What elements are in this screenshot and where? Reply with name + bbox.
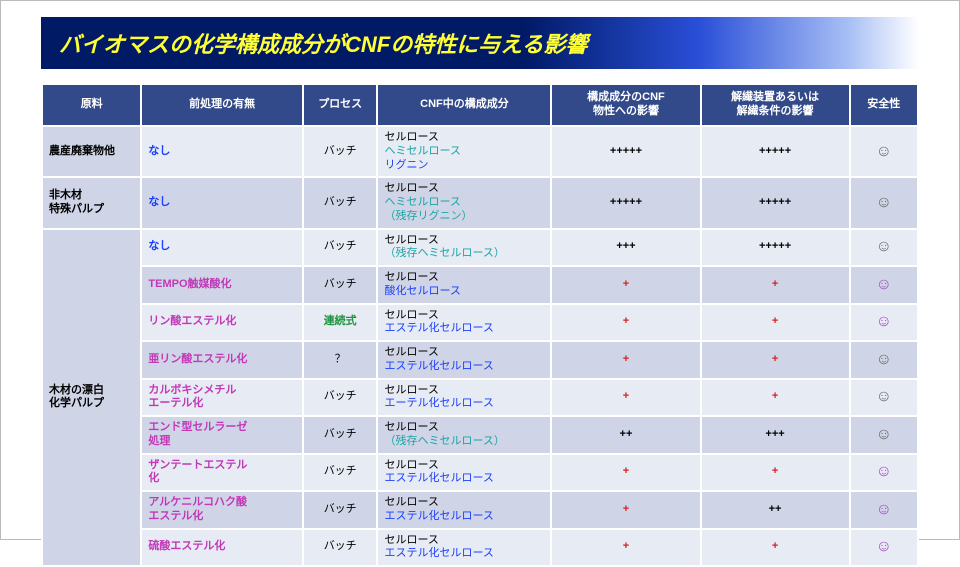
effect-equipment-cell: + bbox=[701, 304, 850, 342]
table-row: カルボキシメチルエーテル化バッチセルロースエーテル化セルロース++☺ bbox=[42, 379, 918, 417]
table-row: エンド型セルラーゼ処理バッチセルロース（残存ヘミセルロース）+++++☺ bbox=[42, 416, 918, 454]
process-cell: バッチ bbox=[303, 126, 378, 177]
composition-cell: セルロース酸化セルロース bbox=[377, 266, 551, 304]
effect-property-cell: +++ bbox=[551, 229, 700, 267]
composition-cell: セルロースエステル化セルロース bbox=[377, 529, 551, 567]
process-cell: バッチ bbox=[303, 229, 378, 267]
pretreatment-cell: アルケニルコハク酸エステル化 bbox=[141, 491, 303, 529]
effect-property-cell: + bbox=[551, 529, 700, 567]
safety-cell: ☺ bbox=[850, 177, 918, 228]
effect-property-cell: ++ bbox=[551, 416, 700, 454]
process-cell: バッチ bbox=[303, 454, 378, 492]
composition-cell: セルロースエステル化セルロース bbox=[377, 491, 551, 529]
table-row: 木材の漂白化学パルプなしバッチセルロース（残存ヘミセルロース）++++++++☺ bbox=[42, 229, 918, 267]
safety-cell: ☺ bbox=[850, 454, 918, 492]
column-header: CNF中の構成成分 bbox=[377, 84, 551, 126]
table-row: 硫酸エステル化バッチセルロースエステル化セルロース++☺ bbox=[42, 529, 918, 567]
effect-property-cell: + bbox=[551, 341, 700, 379]
composition-cell: セルロースエステル化セルロース bbox=[377, 304, 551, 342]
page-title: バイオマスの化学構成成分がCNFの特性に与える影響 bbox=[41, 17, 919, 69]
effect-equipment-cell: +++++ bbox=[701, 126, 850, 177]
pretreatment-cell: TEMPO触媒酸化 bbox=[141, 266, 303, 304]
composition-cell: セルロースエステル化セルロース bbox=[377, 341, 551, 379]
pretreatment-cell: 亜リン酸エステル化 bbox=[141, 341, 303, 379]
pretreatment-cell: なし bbox=[141, 177, 303, 228]
effect-equipment-cell: + bbox=[701, 454, 850, 492]
raw-material-cell: 農産廃棄物他 bbox=[42, 126, 141, 177]
composition-cell: セルロースヘミセルロースリグニン bbox=[377, 126, 551, 177]
process-cell: バッチ bbox=[303, 491, 378, 529]
safety-cell: ☺ bbox=[850, 304, 918, 342]
effect-property-cell: + bbox=[551, 454, 700, 492]
column-header: 解繊装置あるいは解繊条件の影響 bbox=[701, 84, 850, 126]
table-row: アルケニルコハク酸エステル化バッチセルロースエステル化セルロース+++☺ bbox=[42, 491, 918, 529]
column-header: プロセス bbox=[303, 84, 378, 126]
effect-equipment-cell: +++++ bbox=[701, 177, 850, 228]
pretreatment-cell: リン酸エステル化 bbox=[141, 304, 303, 342]
process-cell: バッチ bbox=[303, 177, 378, 228]
safety-cell: ☺ bbox=[850, 379, 918, 417]
effect-property-cell: +++++ bbox=[551, 177, 700, 228]
safety-cell: ☺ bbox=[850, 529, 918, 567]
raw-material-cell: 非木材特殊パルプ bbox=[42, 177, 141, 228]
process-cell: ？ bbox=[303, 341, 378, 379]
effect-equipment-cell: + bbox=[701, 266, 850, 304]
table-row: 亜リン酸エステル化？セルロースエステル化セルロース++☺ bbox=[42, 341, 918, 379]
cnf-table: 原料前処理の有無プロセスCNF中の構成成分構成成分のCNF物性への影響解繊装置あ… bbox=[41, 83, 919, 567]
column-header: 構成成分のCNF物性への影響 bbox=[551, 84, 700, 126]
table-row: 農産廃棄物他なしバッチセルロースヘミセルロースリグニン++++++++++☺ bbox=[42, 126, 918, 177]
effect-equipment-cell: +++++ bbox=[701, 229, 850, 267]
safety-cell: ☺ bbox=[850, 341, 918, 379]
effect-property-cell: + bbox=[551, 491, 700, 529]
composition-cell: セルロース（残存ヘミセルロース） bbox=[377, 416, 551, 454]
table-row: ザンテートエステル化バッチセルロースエステル化セルロース++☺ bbox=[42, 454, 918, 492]
pretreatment-cell: なし bbox=[141, 229, 303, 267]
table-row: 非木材特殊パルプなしバッチセルロースヘミセルロース（残存リグニン）+++++++… bbox=[42, 177, 918, 228]
table-row: TEMPO触媒酸化バッチセルロース酸化セルロース++☺ bbox=[42, 266, 918, 304]
pretreatment-cell: エンド型セルラーゼ処理 bbox=[141, 416, 303, 454]
process-cell: バッチ bbox=[303, 529, 378, 567]
composition-cell: セルロースエステル化セルロース bbox=[377, 454, 551, 492]
effect-equipment-cell: + bbox=[701, 341, 850, 379]
process-cell: 連続式 bbox=[303, 304, 378, 342]
effect-property-cell: + bbox=[551, 304, 700, 342]
safety-cell: ☺ bbox=[850, 491, 918, 529]
pretreatment-cell: カルボキシメチルエーテル化 bbox=[141, 379, 303, 417]
effect-equipment-cell: + bbox=[701, 379, 850, 417]
effect-property-cell: + bbox=[551, 266, 700, 304]
safety-cell: ☺ bbox=[850, 229, 918, 267]
column-header: 前処理の有無 bbox=[141, 84, 303, 126]
pretreatment-cell: 硫酸エステル化 bbox=[141, 529, 303, 567]
raw-material-cell: 木材の漂白化学パルプ bbox=[42, 229, 141, 567]
effect-equipment-cell: + bbox=[701, 529, 850, 567]
table-row: リン酸エステル化連続式セルロースエステル化セルロース++☺ bbox=[42, 304, 918, 342]
pretreatment-cell: ザンテートエステル化 bbox=[141, 454, 303, 492]
process-cell: バッチ bbox=[303, 266, 378, 304]
process-cell: バッチ bbox=[303, 416, 378, 454]
safety-cell: ☺ bbox=[850, 416, 918, 454]
effect-property-cell: +++++ bbox=[551, 126, 700, 177]
column-header: 原料 bbox=[42, 84, 141, 126]
process-cell: バッチ bbox=[303, 379, 378, 417]
pretreatment-cell: なし bbox=[141, 126, 303, 177]
composition-cell: セルロースヘミセルロース（残存リグニン） bbox=[377, 177, 551, 228]
composition-cell: セルロースエーテル化セルロース bbox=[377, 379, 551, 417]
effect-property-cell: + bbox=[551, 379, 700, 417]
safety-cell: ☺ bbox=[850, 266, 918, 304]
composition-cell: セルロース（残存ヘミセルロース） bbox=[377, 229, 551, 267]
effect-equipment-cell: +++ bbox=[701, 416, 850, 454]
safety-cell: ☺ bbox=[850, 126, 918, 177]
column-header: 安全性 bbox=[850, 84, 918, 126]
effect-equipment-cell: ++ bbox=[701, 491, 850, 529]
